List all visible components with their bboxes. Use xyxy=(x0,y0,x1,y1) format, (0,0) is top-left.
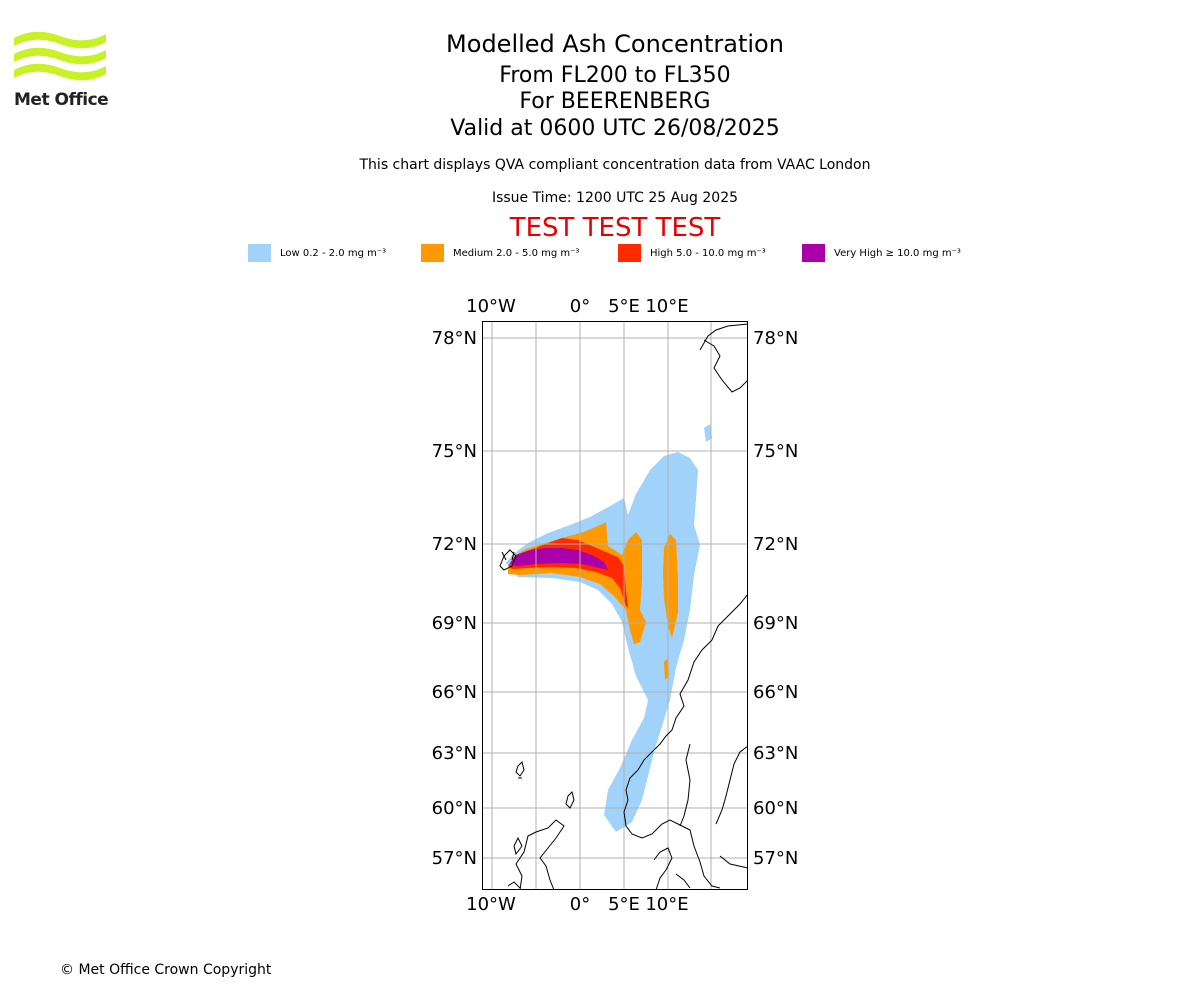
legend-swatch-low xyxy=(248,244,271,262)
map-frame xyxy=(482,321,748,890)
legend-label-high: High 5.0 - 10.0 mg m⁻³ xyxy=(650,247,766,259)
legend-label-low: Low 0.2 - 2.0 mg m⁻³ xyxy=(280,247,387,259)
coastline-denmark xyxy=(653,847,691,890)
ash-area-very-high xyxy=(510,548,608,570)
lat-label-right-60n: 60°N xyxy=(753,798,798,819)
lat-label-left-75n: 75°N xyxy=(432,441,477,462)
coastline-jan-mayen xyxy=(499,549,517,571)
map-content xyxy=(482,321,748,890)
legend-item-high: High 5.0 - 10.0 mg m⁻³ xyxy=(618,244,766,262)
chart-title: Modelled Ash Concentration xyxy=(446,30,784,58)
legend-swatch-medium xyxy=(421,244,444,262)
legend-swatch-very-high xyxy=(802,244,825,262)
concentration-legend: Low 0.2 - 2.0 mg m⁻³ Medium 2.0 - 5.0 mg… xyxy=(0,244,1200,264)
lon-label-top-0: 0° xyxy=(570,296,590,317)
lon-label-top-5e: 5°E xyxy=(608,296,640,317)
coastline-faroe xyxy=(515,761,525,779)
lat-label-left-66n: 66°N xyxy=(432,682,477,703)
lat-label-right-66n: 66°N xyxy=(753,682,798,703)
lon-label-top-10e: 10°E xyxy=(645,296,688,317)
lon-label-bottom-10w: 10°W xyxy=(466,894,516,915)
volcano-name: For BEERENBERG xyxy=(519,89,711,114)
legend-label-very-high: Very High ≥ 10.0 mg m⁻³ xyxy=(834,247,961,259)
legend-item-medium: Medium 2.0 - 5.0 mg m⁻³ xyxy=(421,244,579,262)
lon-label-bottom-5e: 5°E xyxy=(608,894,640,915)
legend-item-very-high: Very High ≥ 10.0 mg m⁻³ xyxy=(802,244,961,262)
lat-label-right-63n: 63°N xyxy=(753,743,798,764)
issue-time: Issue Time: 1200 UTC 25 Aug 2025 xyxy=(491,190,739,206)
lat-label-left-60n: 60°N xyxy=(432,798,477,819)
lat-label-right-72n: 72°N xyxy=(753,534,798,555)
lat-label-left-69n: 69°N xyxy=(432,613,477,634)
coastline-sweden-finland xyxy=(679,743,748,869)
lat-label-right-75n: 75°N xyxy=(753,441,798,462)
legend-swatch-high xyxy=(618,244,641,262)
lon-label-top-10w: 10°W xyxy=(466,296,516,317)
lon-label-bottom-10e: 10°E xyxy=(645,894,688,915)
lat-label-right-69n: 69°N xyxy=(753,613,798,634)
met-office-waves-icon xyxy=(14,31,106,81)
ash-area-low xyxy=(506,452,700,832)
flight-level-range: From FL200 to FL350 xyxy=(499,63,731,88)
lat-label-left-78n: 78°N xyxy=(432,328,477,349)
met-office-logo: Met Office xyxy=(14,30,109,112)
lat-label-right-57n: 57°N xyxy=(753,848,798,869)
copyright-notice: © Met Office Crown Copyright xyxy=(60,962,272,978)
lat-label-left-63n: 63°N xyxy=(432,743,477,764)
map-gridlines xyxy=(482,321,748,890)
legend-label-medium: Medium 2.0 - 5.0 mg m⁻³ xyxy=(453,247,580,259)
coastline-scotland xyxy=(515,819,565,890)
met-office-logo-text: Met Office xyxy=(14,90,109,110)
chart-description: This chart displays QVA compliant concen… xyxy=(359,157,871,173)
lon-label-bottom-0: 0° xyxy=(570,894,590,915)
ash-area-low-small xyxy=(704,424,712,442)
valid-time: Valid at 0600 UTC 26/08/2025 xyxy=(450,116,780,141)
legend-item-low: Low 0.2 - 2.0 mg m⁻³ xyxy=(248,244,386,262)
ash-area-medium-east xyxy=(663,534,678,638)
coastlines xyxy=(499,323,748,890)
lat-label-right-78n: 78°N xyxy=(753,328,798,349)
coastline-hebrides xyxy=(507,836,523,889)
coastline-shetland xyxy=(565,791,575,809)
lat-label-left-72n: 72°N xyxy=(432,534,477,555)
coastline-svalbard xyxy=(699,323,748,393)
coastline-norway xyxy=(623,593,748,889)
test-banner: TEST TEST TEST xyxy=(509,213,721,243)
lat-label-left-57n: 57°N xyxy=(432,848,477,869)
